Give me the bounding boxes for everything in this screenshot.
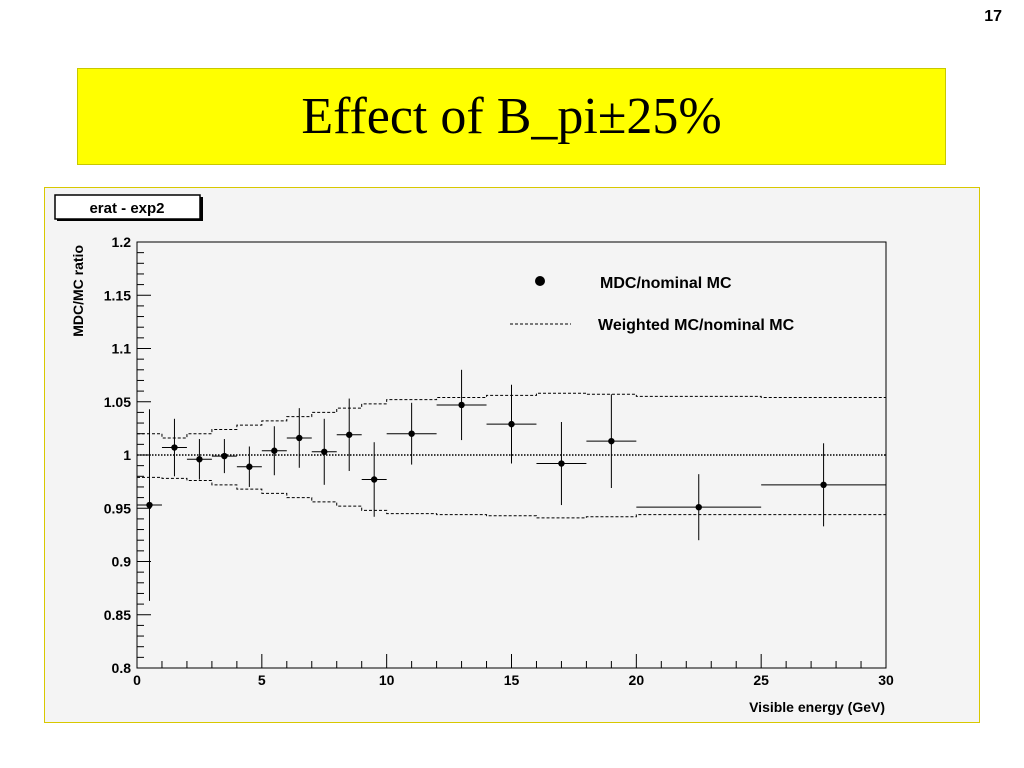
data-point	[761, 443, 886, 527]
data-point	[636, 474, 762, 541]
y-tick-label: 0.8	[112, 660, 132, 676]
y-tick-label: 0.95	[104, 500, 131, 516]
data-point	[161, 418, 187, 477]
x-tick-label: 5	[258, 672, 266, 688]
point-marker	[608, 437, 615, 445]
slide-title: Effect of B_pi±25%	[301, 88, 722, 145]
point-marker	[246, 463, 253, 470]
legend-label-band: Weighted MC/nominal MC	[598, 317, 795, 334]
data-point	[186, 439, 212, 480]
legend-marker-points	[535, 276, 545, 286]
histogram-title-box: erat - exp2	[54, 194, 203, 221]
data-point	[386, 402, 437, 465]
histogram-title-shadow-bottom	[57, 219, 203, 221]
data-point	[311, 418, 337, 485]
histogram-title-shadow	[200, 197, 203, 221]
x-tick-label: 0	[133, 672, 141, 688]
data-point	[536, 421, 587, 506]
legend-label-points: MDC/nominal MC	[600, 275, 732, 292]
data-point	[261, 426, 287, 476]
slide-number: 17	[984, 8, 1002, 25]
data-point	[336, 398, 362, 471]
point-marker	[408, 430, 415, 437]
y-tick-label: 1	[123, 447, 131, 463]
point-marker	[321, 448, 328, 456]
data-point	[361, 442, 387, 517]
point-marker	[558, 460, 565, 467]
x-axis: 0 5 10 15 20 25 30	[133, 654, 894, 688]
chart: erat - exp2 0 5 10 15 20 25 30 0.8 0.85 0.9 0.95 1…	[54, 194, 894, 715]
y-axis-title: MDC/MC ratio	[70, 245, 86, 337]
y-tick-label: 1.05	[104, 394, 131, 410]
x-tick-label: 25	[753, 672, 769, 688]
data-point	[211, 439, 237, 474]
point-marker	[221, 452, 228, 460]
point-marker	[146, 501, 153, 509]
y-tick-label: 1.1	[112, 341, 132, 357]
data-point	[436, 369, 487, 441]
point-marker	[346, 431, 353, 438]
chart-title: erat - exp2	[89, 200, 164, 217]
point-marker	[271, 447, 278, 454]
point-marker	[695, 503, 702, 511]
mdc-points	[137, 369, 886, 601]
data-point	[586, 394, 637, 489]
point-marker	[370, 476, 378, 483]
data-point	[486, 384, 537, 464]
x-tick-label: 20	[629, 672, 645, 688]
data-point	[137, 409, 162, 601]
x-tick-label: 30	[878, 672, 894, 688]
point-marker	[196, 456, 203, 463]
y-axis: 0.8 0.85 0.9 0.95 1 1.05 1.1 1.15 1.2	[104, 234, 151, 676]
x-tick-label: 15	[504, 672, 520, 688]
x-axis-title: Visible energy (GeV)	[749, 699, 885, 715]
point-marker	[508, 420, 515, 428]
point-marker	[820, 481, 827, 489]
histogram-title-frame	[54, 194, 201, 220]
y-tick-label: 1.15	[104, 287, 131, 303]
point-marker	[296, 434, 303, 442]
plot-canvas: erat - exp2 0 5 10 15 20 25 30 0.8 0.85 0.9 0.95 1…	[44, 187, 980, 723]
data-point	[236, 446, 262, 487]
x-tick-label: 10	[379, 672, 395, 688]
point-marker	[458, 401, 465, 409]
legend: MDC/nominal MC Weighted MC/nominal MC	[510, 275, 795, 334]
point-marker	[171, 444, 178, 451]
title-banner: Effect of B_pi±25%	[77, 68, 946, 165]
y-tick-label: 0.9	[112, 554, 132, 570]
y-tick-label: 0.85	[104, 607, 131, 623]
y-tick-label: 1.2	[112, 234, 132, 250]
data-point	[286, 408, 312, 468]
